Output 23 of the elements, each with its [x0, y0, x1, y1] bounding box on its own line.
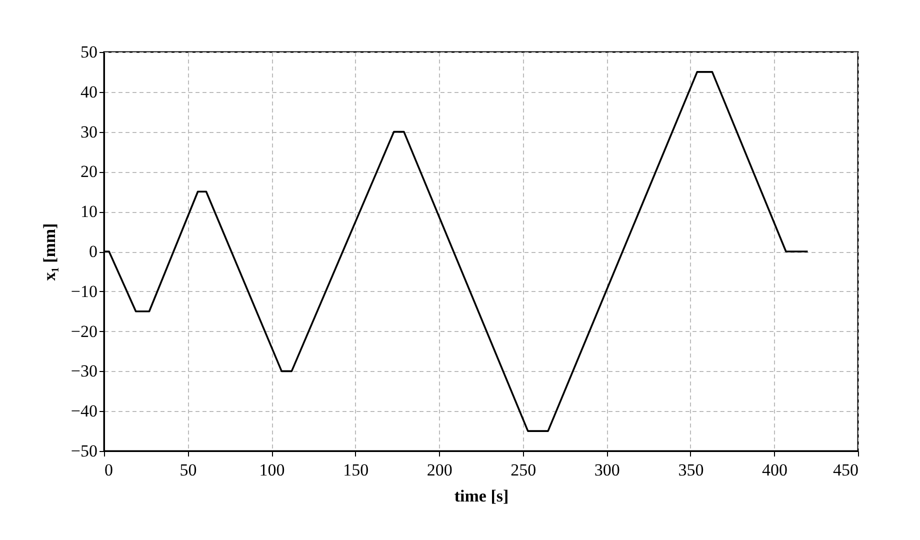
x-tick-label: 100 [259, 460, 285, 480]
y-tick-label: 50 [80, 42, 98, 62]
y-tick-label: 40 [80, 82, 98, 102]
y-tick-label: 0 [89, 242, 98, 261]
y-tick-label: 30 [80, 122, 98, 142]
x-tick-label: 450 [833, 460, 858, 480]
x-tick-label: 200 [426, 460, 452, 480]
y-tick-label: −50 [70, 442, 98, 460]
x-tick-label: 50 [180, 460, 197, 480]
x-tick-label: 150 [343, 460, 369, 480]
y-tick-label: 10 [80, 202, 98, 222]
y-tick-label: −20 [70, 322, 98, 341]
x-tick-label: 400 [762, 460, 788, 480]
y-tick-label: 20 [80, 162, 98, 182]
x-tick-label: 0 [104, 460, 113, 480]
y-axis-title: x₁ [mm] [40, 223, 59, 281]
x-tick-label: 350 [678, 460, 704, 480]
x-tick-label: 300 [594, 460, 620, 480]
y-tick-label: −30 [70, 362, 98, 381]
y-tick-label: −40 [70, 402, 98, 421]
y-tick-label: −10 [70, 282, 98, 301]
x-axis-title: time [s] [454, 486, 509, 506]
x-tick-label: 250 [510, 460, 536, 480]
